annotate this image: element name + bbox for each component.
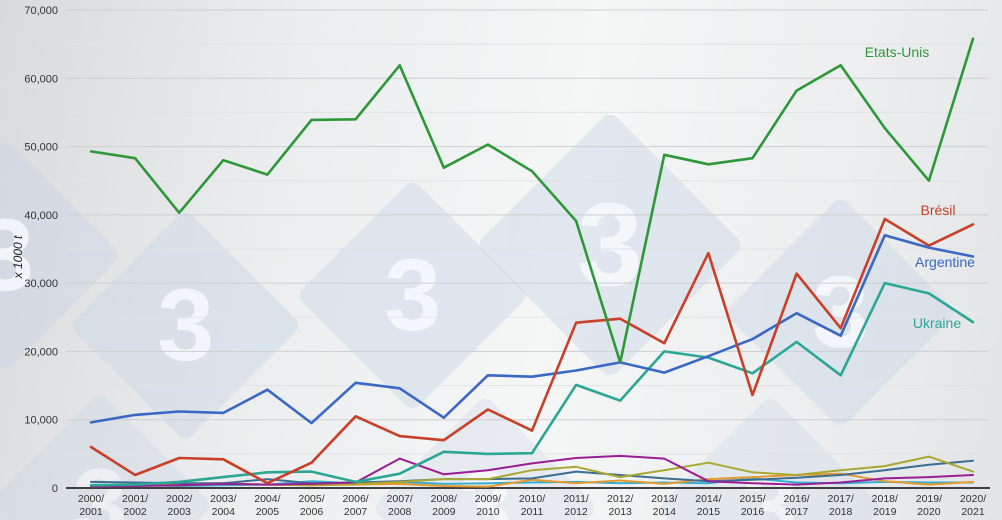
y-tick-label: 70,000 [24, 5, 58, 17]
y-tick-label: 40,000 [24, 210, 58, 222]
y-tick-label: 60,000 [24, 73, 58, 85]
x-tick-label: 2011/2012 [563, 493, 589, 518]
x-tick-label: 2013/2014 [651, 493, 677, 518]
x-tick-label: 2012/2013 [607, 493, 633, 518]
x-tick-label: 2018/2019 [872, 493, 898, 518]
series-line-unlabeled-3 [90, 459, 974, 485]
x-tick-label: 2006/2007 [342, 493, 368, 518]
series-line-unlabeled-5 [90, 454, 974, 488]
x-tick-label: 2004/2005 [254, 493, 280, 518]
y-tick-label: 50,000 [24, 142, 58, 154]
x-tick-label: 2009/2010 [475, 493, 501, 518]
x-tick-label: 2001/2002 [122, 493, 148, 518]
x-tick-label: 2017/2018 [828, 493, 854, 518]
x-tick-label: 2000/2001 [78, 493, 104, 518]
series-line-br-sil [89, 217, 975, 485]
series-label-br-sil: Brésil [920, 202, 955, 218]
x-tick-label: 2015/2016 [739, 493, 765, 518]
series-line-ukraine [89, 281, 975, 487]
x-tick-label: 2020/2021 [960, 493, 986, 518]
series-line-etats-unis [89, 37, 975, 364]
x-tick-label: 2002/2003 [166, 493, 192, 518]
x-tick-label: 2014/2015 [695, 493, 721, 518]
series-label-ukraine: Ukraine [913, 315, 961, 331]
x-tick-label: 2008/2009 [431, 493, 457, 518]
series-line-argentine [89, 234, 975, 425]
x-tick-label: 2003/2004 [210, 493, 236, 518]
x-tick-label: 2010/2011 [519, 493, 545, 518]
series-label-argentine: Argentine [915, 254, 975, 270]
y-tick-label: 20,000 [24, 346, 58, 358]
x-tick-label: 2016/2017 [783, 493, 809, 518]
x-tick-label: 2005/2006 [298, 493, 324, 518]
series-label-etats-unis: Etats-Unis [865, 44, 930, 60]
series-line-unlabeled-4 [90, 455, 974, 487]
y-tick-label: 30,000 [24, 278, 58, 290]
y-tick-label: 0 [52, 483, 58, 495]
x-tick-label: 2019/2020 [916, 493, 942, 518]
x-tick-label: 2007/2008 [387, 493, 413, 518]
y-tick-label: 10,000 [24, 415, 58, 427]
